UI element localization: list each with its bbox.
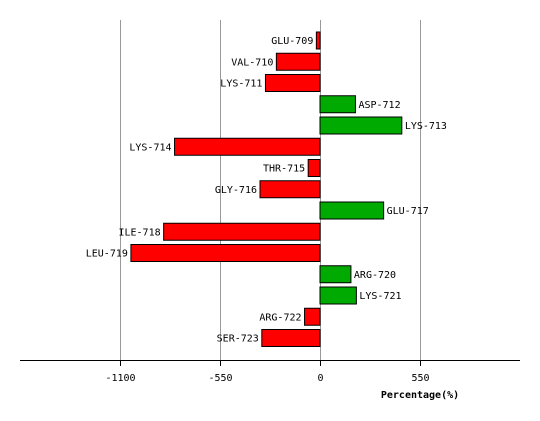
bar-label: GLU-709 [271,36,313,47]
x-axis-title: Percentage(%) [381,390,459,401]
bar-label: GLY-716 [215,185,257,196]
bar-label: ASP-712 [358,100,400,111]
bar [163,222,321,241]
bar-label: LEU-719 [86,249,128,260]
bar [259,180,321,199]
bar-label: THR-715 [263,164,305,175]
bar [304,307,321,326]
bar-label: LYS-721 [359,291,401,302]
bar-label: VAL-710 [231,57,273,68]
bar [261,329,321,347]
tick-label: -1100 [105,373,135,384]
bar-label: SER-723 [217,334,259,345]
bar [319,201,385,220]
bar-label: LYS-714 [129,142,171,153]
bars [130,31,403,347]
bar [319,286,357,305]
bar [130,244,321,262]
bar [315,31,321,50]
bar-label: ILE-718 [118,227,160,238]
bar [264,74,321,92]
bar [319,116,403,135]
bar-label: LYS-711 [220,79,262,90]
bar [319,265,352,284]
bar-labels: GLU-709 VAL-710 LYS-711 ASP-712 LYS-713 LYS-7… [86,36,447,345]
bar [174,137,321,156]
bar-label: ARG-720 [354,270,396,281]
bar [275,52,321,71]
bar-label: ARG-722 [259,312,301,323]
bar [307,159,321,177]
bar-label: LYS-713 [405,121,447,132]
tick-label: -550 [208,373,232,384]
tick-label: 550 [411,373,429,384]
bar-label: GLU-717 [387,206,429,217]
tick-label: 0 [317,373,323,384]
x-ticks: -1100 -550 0 550 [105,360,430,384]
bar [319,95,356,114]
